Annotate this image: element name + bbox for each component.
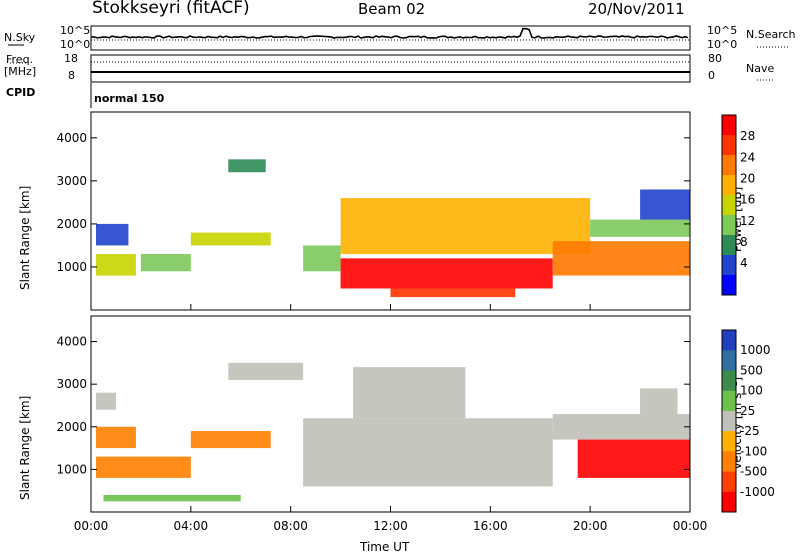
colorbar-segment (722, 410, 736, 432)
colorbar-segment (722, 431, 736, 452)
y-tick-label: 4000 (56, 335, 87, 349)
freq-tick-bottom: 8 (68, 69, 75, 82)
colorbar-segment (722, 275, 736, 296)
y-tick-label: 4000 (56, 131, 87, 145)
colorbar-segment (722, 215, 736, 236)
nave-tick-bottom: 0 (708, 69, 715, 82)
colorbar-tick-label: 12 (740, 214, 755, 228)
colorbar-tick-label: -100 (740, 444, 767, 458)
freq-unit: [MHz] (4, 65, 37, 78)
freq-label: Freq. (6, 53, 34, 66)
heatmap-cell (95, 426, 136, 449)
heatmap-cell (340, 198, 591, 255)
heatmap-cell (103, 494, 241, 502)
y-tick-label: 1000 (56, 260, 87, 274)
freq-strip (90, 54, 691, 83)
nsky-label: N.Sky (4, 31, 36, 44)
heatmap-cell (353, 367, 466, 419)
colorbar-tick-label: 28 (740, 129, 755, 143)
heatmap-cell (95, 456, 191, 478)
colorbar-tick-label: 24 (740, 150, 755, 164)
colorbar-tick-label: 500 (740, 363, 763, 377)
colorbar-tick-label: 16 (740, 193, 755, 207)
beam-label: Beam 02 (358, 0, 426, 18)
colorbar-segment (722, 451, 736, 473)
power-heatmap (95, 159, 690, 298)
heatmap-cell (228, 362, 304, 380)
x-tick-label: 12:00 (373, 519, 408, 533)
nsearch-tick-top: 10^5 (707, 24, 738, 37)
heatmap-cell (228, 159, 266, 173)
x-tick-label: 00:00 (74, 519, 109, 533)
colorbar-tick-label: 8 (740, 235, 748, 249)
colorbar-segment (722, 491, 736, 513)
x-tick-label: 00:00 (673, 519, 708, 533)
colorbar-tick-label: 20 (740, 172, 755, 186)
colorbar-segment (722, 235, 736, 256)
x-tick-label: 20:00 (573, 519, 608, 533)
xlabel: Time UT (360, 540, 410, 554)
heatmap-cell (95, 254, 136, 276)
colorbar-frame (721, 114, 737, 296)
nsearch-tick-bottom: 10^0 (707, 38, 738, 51)
colorbar-tick-label: 1000 (740, 343, 771, 357)
heatmap-cell (640, 189, 690, 220)
x-tick-label: 16:00 (473, 519, 508, 533)
colorbar-tick-label: -500 (740, 465, 767, 479)
velocity-heatmap (95, 362, 690, 502)
heatmap-cell (190, 232, 271, 246)
nsky-strip (90, 25, 691, 51)
x-tick-label: 08:00 (273, 519, 308, 533)
colorbar-tick-label: 4 (740, 256, 748, 270)
heatmap-cell (552, 241, 690, 276)
colorbar-segment (722, 135, 736, 156)
cpid-value: normal 150 (94, 92, 165, 105)
heatmap-cell (95, 392, 116, 410)
colorbar-segment (722, 255, 736, 276)
heatmap-cell (190, 431, 271, 449)
heatmap-cell (590, 219, 690, 237)
heatmap-cell (552, 414, 690, 440)
colorbar-segment (722, 350, 736, 371)
y-tick-label: 2000 (56, 420, 87, 434)
heatmap-cell (303, 245, 341, 272)
nsky-trace (90, 27, 689, 39)
colorbar-segment (722, 175, 736, 196)
y-tick-label: 3000 (56, 377, 87, 391)
heatmap-cell (95, 223, 129, 246)
colorbar-tick-label: 25 (740, 404, 755, 418)
y-tick-label: 1000 (56, 462, 87, 476)
heatmap-cell (140, 254, 191, 272)
y-tick-label: 3000 (56, 174, 87, 188)
cpid-label: CPID (6, 86, 36, 99)
colorbar-segment (722, 471, 736, 493)
nsearch-label: N.Search (746, 28, 796, 41)
colorbar-segment (722, 330, 736, 351)
freq-tick-top: 18 (64, 52, 78, 65)
colorbar-tick-label: 100 (740, 384, 763, 398)
colorbar-tick-label: -25 (740, 424, 760, 438)
nave-label: Nave (746, 62, 775, 75)
heatmap-cell (577, 439, 690, 478)
colorbar-frame (721, 329, 737, 513)
x-tick-label: 04:00 (174, 519, 209, 533)
heatmap-cell (340, 258, 553, 289)
heatmap-cell (640, 388, 678, 414)
colorbar-segment (722, 370, 736, 392)
heatmap-cell (390, 288, 516, 298)
nsky-tick-bottom: 10^0 (60, 38, 91, 51)
heatmap-cell (303, 418, 553, 487)
nave-tick-top: 80 (708, 52, 722, 65)
y-tick-label: 2000 (56, 217, 87, 231)
colorbar-segment (722, 195, 736, 216)
colorbar-segment (722, 115, 736, 136)
date-label: 20/Nov/2011 (588, 0, 685, 18)
station-title: Stokkseyri (fitACF) (92, 0, 250, 18)
colorbar-tick-label: -1000 (740, 485, 775, 499)
nsky-tick-top: 10^5 (60, 24, 91, 37)
colorbar-segment (722, 155, 736, 176)
colorbar-segment (722, 390, 736, 412)
